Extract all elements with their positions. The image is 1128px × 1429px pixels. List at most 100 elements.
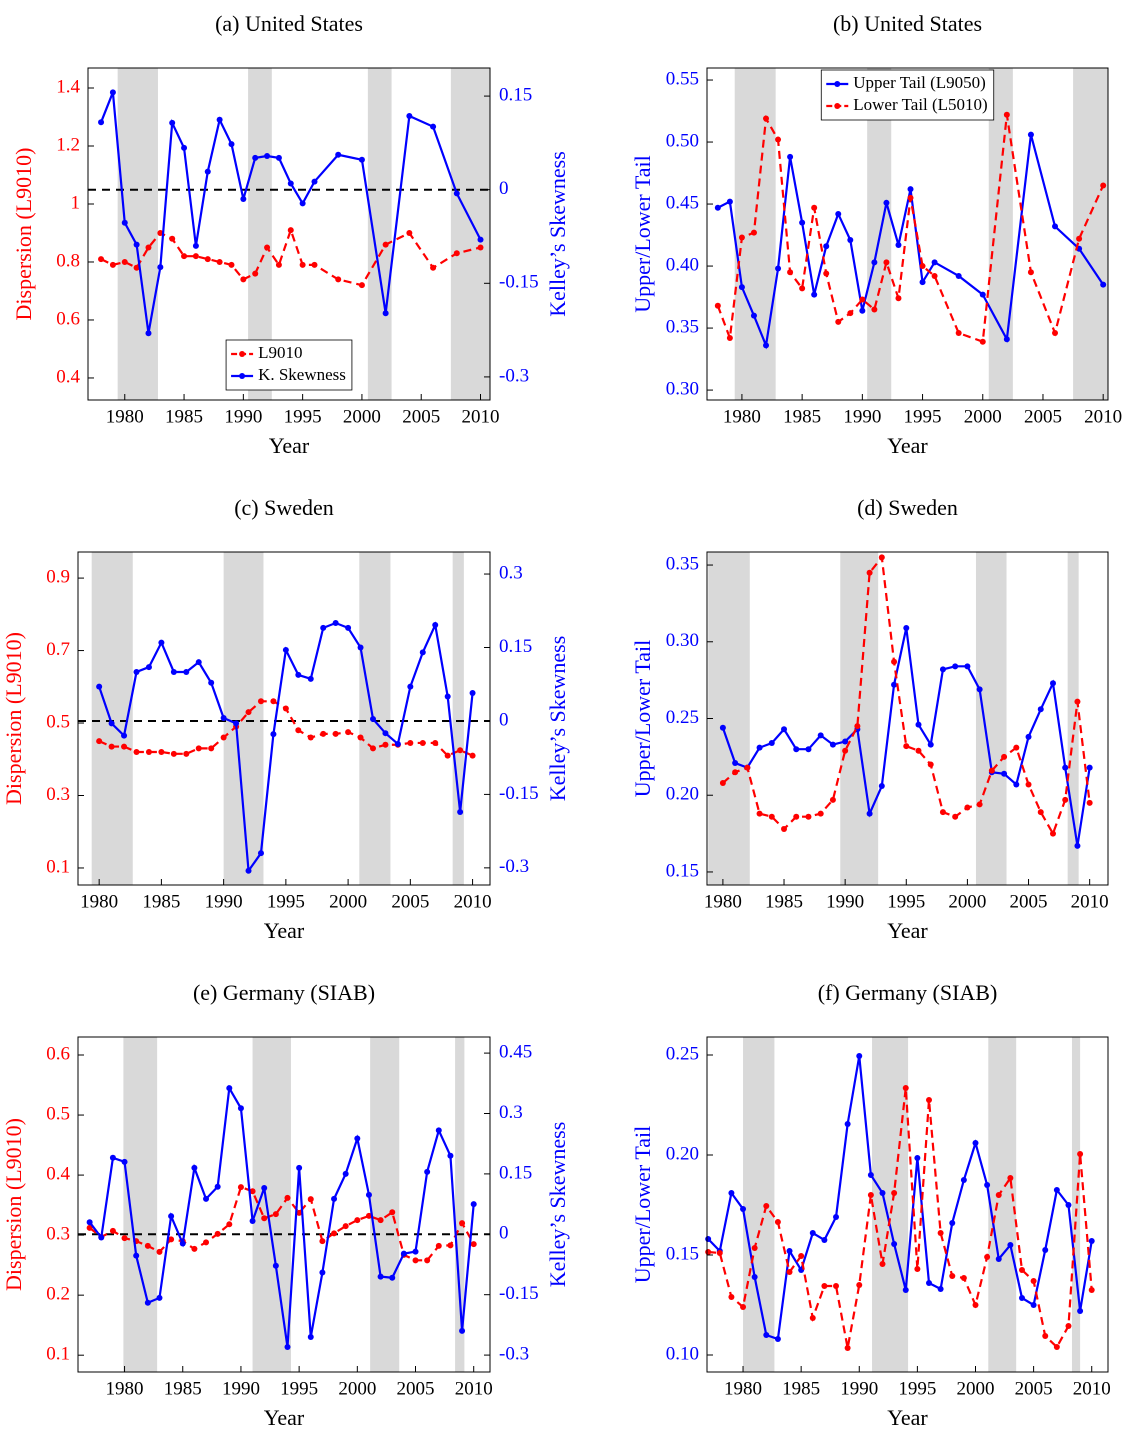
series-marker <box>844 1121 851 1127</box>
legend-marker <box>834 81 841 87</box>
series-marker <box>817 732 824 739</box>
series-marker <box>435 1127 442 1134</box>
series-marker <box>842 747 849 754</box>
series-marker <box>203 1195 210 1202</box>
x-tick-label: 1990 <box>224 406 262 427</box>
series-marker <box>407 683 414 690</box>
plot-frame <box>706 551 1109 886</box>
series-marker <box>979 338 986 345</box>
y-tick-label: 0.1 <box>46 856 70 877</box>
x-tick-label: 2000 <box>329 891 367 912</box>
series-marker <box>891 658 898 665</box>
series-marker <box>264 244 271 251</box>
series-line <box>88 1185 475 1262</box>
series-marker <box>914 1266 921 1272</box>
y2-tick-label: -0.3 <box>499 365 529 386</box>
series-marker <box>249 1188 256 1195</box>
series-marker <box>240 196 247 203</box>
series-marker <box>295 727 302 734</box>
series-marker <box>133 668 140 675</box>
series-marker <box>307 1196 314 1203</box>
series-marker <box>389 1209 396 1216</box>
series-marker <box>412 1257 419 1264</box>
y-tick-label: 0.40 <box>666 254 699 275</box>
panel-title: (d) Sweden <box>857 495 958 520</box>
series-marker <box>927 741 934 748</box>
series-marker <box>732 769 739 776</box>
series-marker <box>972 1140 979 1146</box>
series-marker <box>1037 809 1044 816</box>
plot-frame <box>87 67 491 401</box>
x-tick-label: 1995 <box>267 891 305 912</box>
y2-axis-label: Kelley’s Skewness <box>545 1122 570 1288</box>
series-marker <box>1025 733 1032 740</box>
series-marker <box>453 250 460 257</box>
series-marker <box>133 264 140 271</box>
y2-tick-label: 0.15 <box>499 636 532 657</box>
series-marker <box>357 734 364 741</box>
series-marker <box>170 668 177 675</box>
series-marker <box>275 154 282 161</box>
series-line <box>98 621 474 874</box>
series-marker <box>257 850 264 857</box>
series-marker <box>252 154 259 161</box>
y-axis-label: Upper/Lower Tail <box>630 1126 655 1284</box>
series-marker <box>964 663 971 670</box>
series-line <box>100 91 482 334</box>
panel-title: (e) Germany (SIAB) <box>193 980 375 1005</box>
series-marker <box>914 1155 921 1161</box>
series-marker <box>331 1230 338 1237</box>
x-tick-label: 2000 <box>956 1378 994 1399</box>
series-marker <box>705 1249 712 1255</box>
series-marker <box>976 801 983 808</box>
series-marker <box>195 659 202 666</box>
shaded-period <box>117 68 158 400</box>
series-marker <box>719 779 726 786</box>
y2-tick-label: 0.3 <box>499 1102 523 1123</box>
x-tick-label: 2010 <box>462 406 500 427</box>
series-marker <box>109 1227 116 1234</box>
series-marker <box>214 1183 221 1190</box>
series-marker <box>261 1184 268 1191</box>
series-marker <box>1018 1295 1025 1301</box>
series-marker <box>287 227 294 234</box>
series-marker <box>311 178 318 185</box>
series-marker <box>793 746 800 753</box>
series-marker <box>169 119 176 126</box>
series-marker <box>168 1213 175 1220</box>
series-marker <box>204 168 211 175</box>
series-marker <box>799 219 806 226</box>
series-marker <box>168 1236 175 1243</box>
y-axis-label: Upper/Lower Tail <box>630 155 655 313</box>
series-marker <box>829 741 836 748</box>
y-axis-label: Dispersion (L9010) <box>1 632 26 805</box>
series-marker <box>952 813 959 820</box>
x-tick-label: 1980 <box>723 406 761 427</box>
series-marker <box>191 1164 198 1171</box>
y-tick-label: 0.10 <box>666 1343 699 1364</box>
series-marker <box>261 1215 268 1222</box>
series-marker <box>919 263 926 270</box>
series-marker <box>805 813 812 820</box>
series-marker <box>226 1221 233 1228</box>
series-marker <box>744 764 751 771</box>
series-marker <box>245 709 252 716</box>
series-marker <box>382 741 389 748</box>
x-tick-label: 1980 <box>106 1378 144 1399</box>
series-marker <box>133 241 140 248</box>
series-marker <box>979 291 986 298</box>
panel-title: (a) United States <box>215 11 363 36</box>
series-marker <box>307 734 314 741</box>
series-marker <box>763 1203 770 1209</box>
series-marker <box>805 746 812 753</box>
x-tick-label: 1995 <box>887 891 925 912</box>
series-marker <box>823 243 830 250</box>
series-marker <box>264 152 271 159</box>
series-marker <box>424 1257 431 1264</box>
series-marker <box>109 1154 116 1161</box>
y-tick-label: 0.15 <box>666 1243 699 1264</box>
legend-label: K. Skewness <box>258 365 346 384</box>
series-marker <box>233 720 240 727</box>
series-marker <box>406 229 413 236</box>
series-marker <box>768 813 775 820</box>
